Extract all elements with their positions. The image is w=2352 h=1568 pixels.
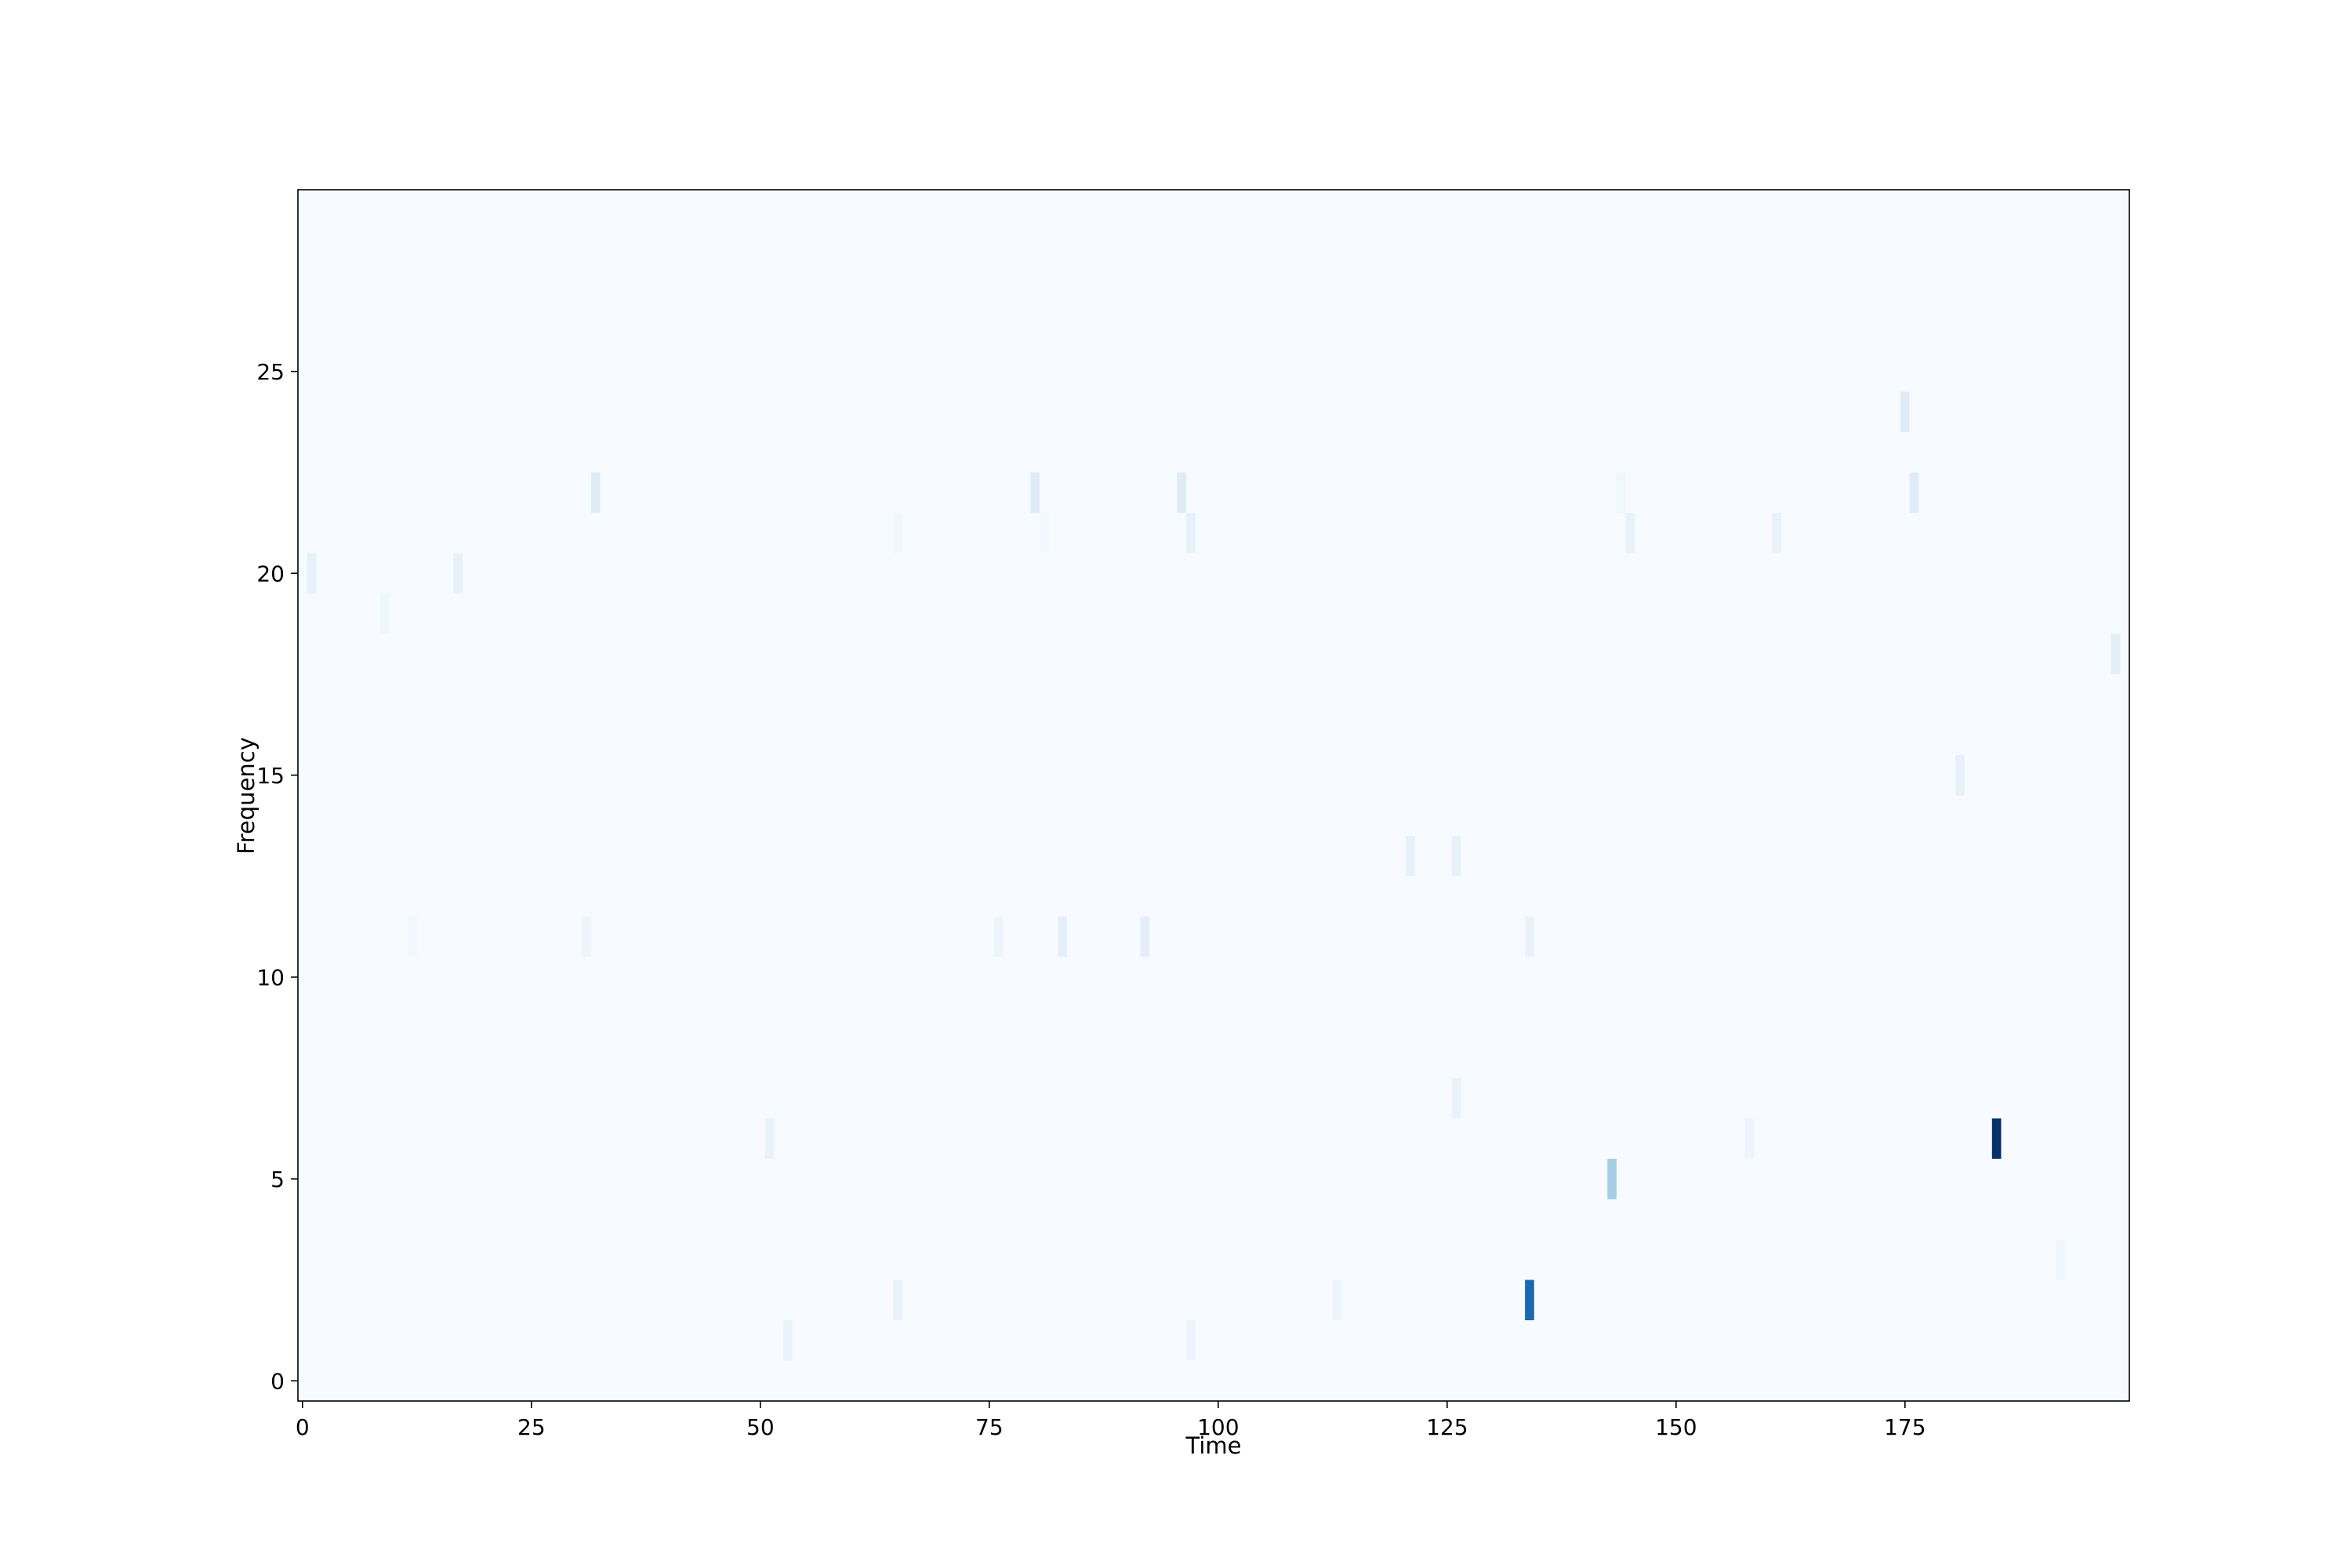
heatmap-cell xyxy=(590,472,601,513)
heatmap-cell xyxy=(1625,513,1635,554)
heatmap-cell xyxy=(1040,513,1049,554)
heatmap-cell xyxy=(2056,1240,2066,1280)
heatmap-cell xyxy=(993,916,1004,957)
plot-area-background xyxy=(298,190,2129,1401)
heatmap-cell xyxy=(893,1279,902,1320)
x-tick-label: 100 xyxy=(1197,1414,1239,1440)
heatmap-cell xyxy=(2111,633,2121,674)
heatmap-cells xyxy=(307,391,2121,1361)
heatmap-cell xyxy=(1909,472,1919,513)
x-tick-label: 125 xyxy=(1426,1414,1468,1440)
heatmap-cell xyxy=(1772,513,1782,554)
heatmap-cell xyxy=(1955,755,1965,796)
plot-frame xyxy=(297,189,2130,1402)
y-tick-label: 10 xyxy=(256,964,285,990)
x-tick-label: 0 xyxy=(296,1414,310,1440)
heatmap-cell xyxy=(1140,916,1150,957)
heatmap-cell xyxy=(1332,1279,1342,1320)
heatmap-cell xyxy=(1607,1159,1617,1200)
heatmap-cell xyxy=(1058,916,1068,957)
x-tick-label: 150 xyxy=(1655,1414,1697,1440)
heatmap-cell xyxy=(1185,1320,1196,1361)
y-tick-label: 20 xyxy=(256,561,285,586)
heatmap-cell xyxy=(1525,916,1534,957)
heatmap-cell xyxy=(307,553,317,593)
heatmap-cell xyxy=(1185,513,1196,554)
heatmap-cell xyxy=(1900,391,1910,432)
x-tick-label: 75 xyxy=(975,1414,1004,1440)
x-axis-ticks: 0 25 50 75 100 125 150 175 xyxy=(296,1401,1926,1440)
heatmap-cell xyxy=(1406,836,1415,877)
heatmap-cell xyxy=(1177,472,1186,513)
heatmap-cell xyxy=(1451,1078,1461,1119)
y-tick-label: 5 xyxy=(270,1167,285,1192)
x-tick-label: 175 xyxy=(1884,1414,1926,1440)
heatmap-cell xyxy=(1525,1279,1534,1320)
heatmap-cell xyxy=(582,916,591,957)
y-axis-ticks: 0 5 10 15 20 25 xyxy=(256,359,298,1394)
heatmap-cell xyxy=(1991,1118,2002,1159)
heatmap-cell xyxy=(764,1118,775,1159)
x-axis-label: Time xyxy=(1185,1432,1242,1459)
heatmap-cell xyxy=(380,593,390,634)
y-axis-label: Frequency xyxy=(233,737,260,855)
y-tick-label: 25 xyxy=(256,359,285,385)
y-tick-label: 0 xyxy=(270,1368,285,1394)
heatmap-cell xyxy=(893,513,902,554)
x-tick-label: 50 xyxy=(746,1414,775,1440)
heatmap-cell xyxy=(1616,472,1626,513)
heatmap-cell xyxy=(783,1320,793,1361)
heatmap-cell xyxy=(1744,1118,1755,1159)
heatmap-cell xyxy=(408,916,417,957)
x-tick-label: 25 xyxy=(517,1414,546,1440)
y-tick-label: 15 xyxy=(256,763,285,789)
heatmap-cell xyxy=(1451,836,1461,877)
heatmap-cell xyxy=(1030,472,1040,513)
heatmap-cell xyxy=(453,553,463,593)
